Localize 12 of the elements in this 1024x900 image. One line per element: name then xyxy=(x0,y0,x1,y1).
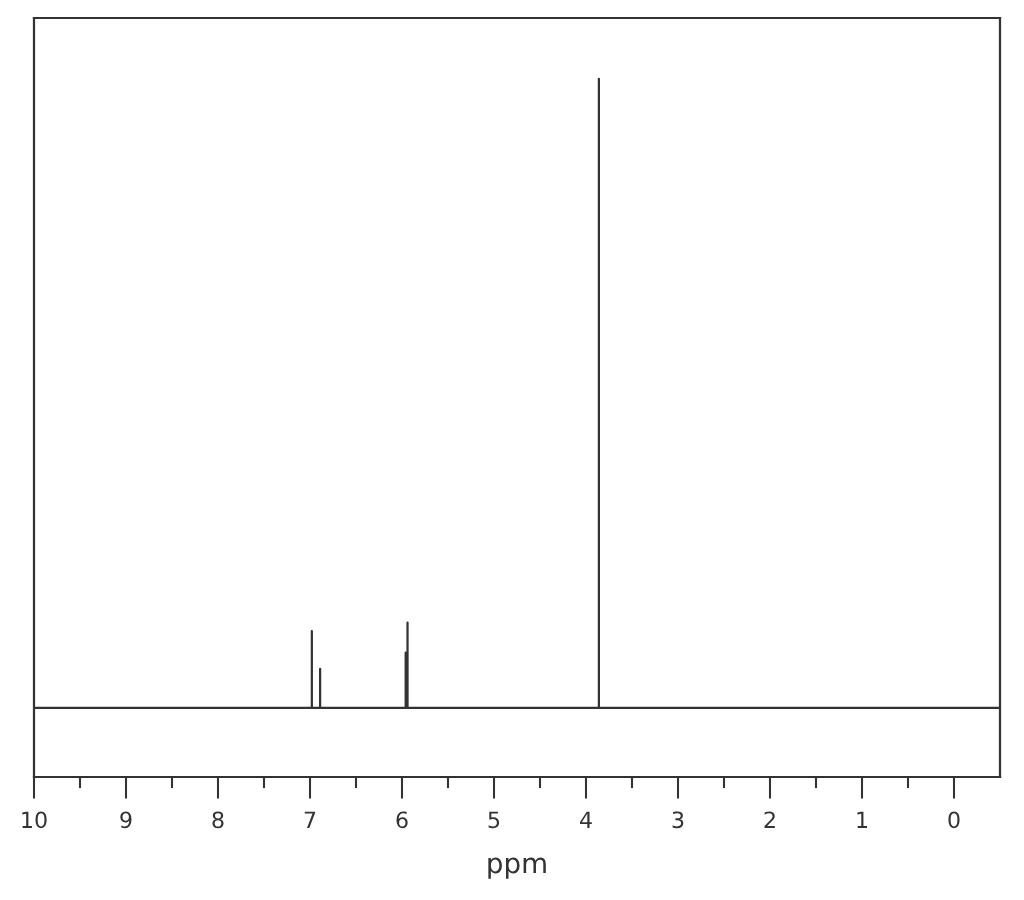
x-tick-label: 6 xyxy=(396,811,408,829)
x-tick-label: 0 xyxy=(948,811,960,829)
x-axis-title: ppm xyxy=(488,857,546,879)
x-tick-label: 4 xyxy=(580,811,592,828)
x-tick-label: 10 xyxy=(22,811,47,829)
x-tick-label: 8 xyxy=(212,811,224,829)
x-tick-label: 7 xyxy=(304,811,316,828)
x-tick-label: 3 xyxy=(672,811,684,829)
x-tick-label: 1 xyxy=(857,811,868,828)
x-tick-label: 5 xyxy=(488,811,500,829)
x-tick-label: 2 xyxy=(764,811,775,828)
x-tick-label: 9 xyxy=(120,811,132,829)
